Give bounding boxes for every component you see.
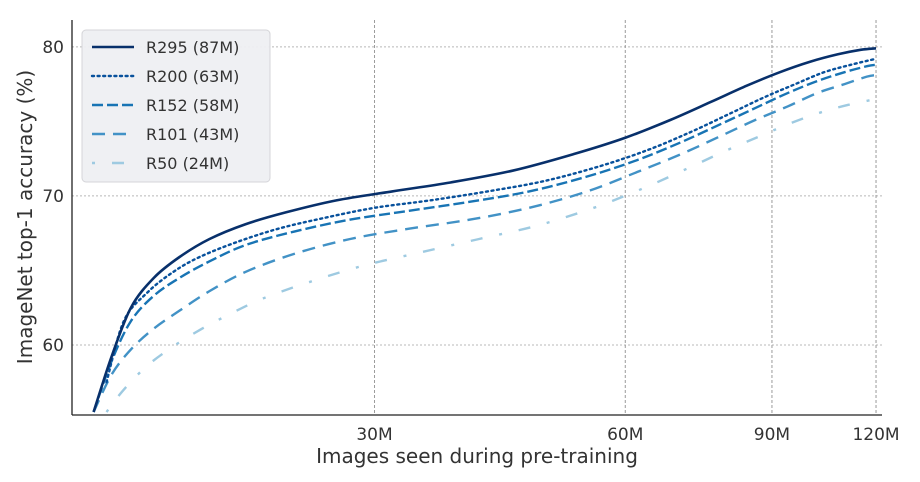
legend-label-r200: R200 (63M) — [146, 67, 239, 86]
axes — [71, 20, 882, 416]
legend-label-r295: R295 (87M) — [146, 38, 239, 57]
series-line-r200 — [105, 57, 878, 384]
x-tick-label-30M: 30M — [356, 425, 392, 445]
x-tick-label-120M: 120M — [852, 425, 899, 445]
x-tick-label-60M: 60M — [607, 425, 643, 445]
series-line-r295 — [92, 47, 877, 413]
y-tick-label-60: 60 — [42, 336, 64, 356]
series-line-r152 — [92, 63, 877, 413]
legend-label-r152: R152 (58M) — [146, 96, 239, 115]
series-layer — [92, 47, 878, 413]
legend-box — [81, 29, 271, 183]
series-line-r50 — [105, 97, 877, 413]
gridlines — [72, 20, 882, 415]
y-ticks: 60 70 80 — [42, 38, 64, 356]
series-line-r101 — [92, 73, 877, 413]
y-axis-title: ImageNet top-1 accuracy (%) — [13, 70, 37, 364]
legend-label-r101: R101 (43M) — [146, 125, 239, 144]
y-tick-label-70: 70 — [42, 187, 64, 207]
x-ticks: 30M 60M 90M 120M — [356, 425, 899, 445]
x-tick-label-90M: 90M — [754, 425, 790, 445]
legend-label-r50: R50 (24M) — [146, 154, 229, 173]
legend: R295 (87M) R200 (63M) R152 (58M) R101 (43M)… — [81, 29, 271, 183]
y-tick-label-80: 80 — [42, 38, 64, 58]
x-axis-title: Images seen during pre-training — [316, 444, 638, 468]
